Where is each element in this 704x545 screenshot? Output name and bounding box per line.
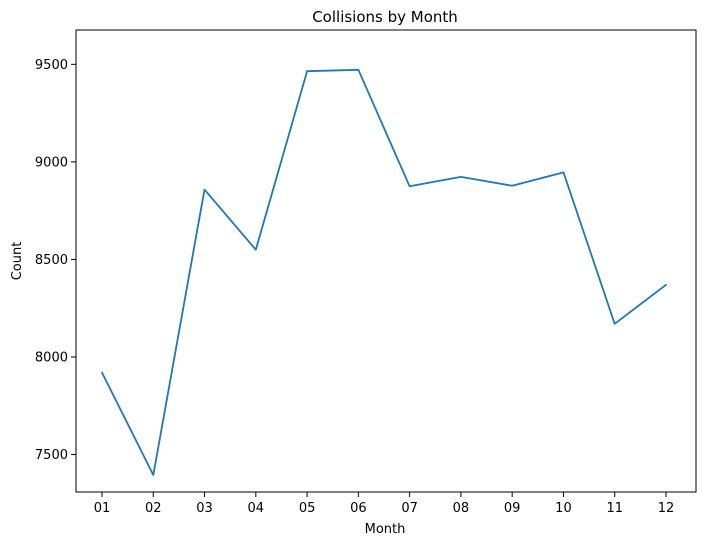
y-tick-label: 8000 [35, 350, 68, 365]
plot-frame [75, 29, 697, 493]
plot-area [101, 68, 667, 476]
x-tick-label: 11 [606, 501, 623, 516]
y-axis: 7500 8000 8500 9000 9500 [35, 58, 76, 463]
y-tick-label: 9000 [35, 155, 68, 170]
x-tick-label: 10 [555, 501, 572, 516]
x-tick-label: 02 [145, 501, 162, 516]
x-tick-label: 07 [401, 501, 418, 516]
x-axis: 01 02 03 04 05 06 07 08 09 10 11 12 [94, 492, 675, 516]
x-axis-label: Month [365, 522, 406, 537]
x-tick-label: 04 [248, 501, 265, 516]
x-tick-label: 09 [504, 501, 521, 516]
y-tick-label: 7500 [35, 448, 68, 463]
y-axis-label: Count [10, 242, 25, 281]
y-tick-label: 9500 [35, 58, 68, 73]
x-tick-label: 12 [658, 501, 675, 516]
y-tick-label: 8500 [35, 253, 68, 268]
x-tick-label: 05 [299, 501, 316, 516]
x-tick-label: 06 [350, 501, 367, 516]
series-line [101, 68, 667, 476]
x-tick-label: 01 [94, 501, 111, 516]
x-tick-label: 08 [453, 501, 470, 516]
x-tick-label: 03 [196, 501, 213, 516]
chart-title: Collisions by Month [312, 8, 458, 26]
